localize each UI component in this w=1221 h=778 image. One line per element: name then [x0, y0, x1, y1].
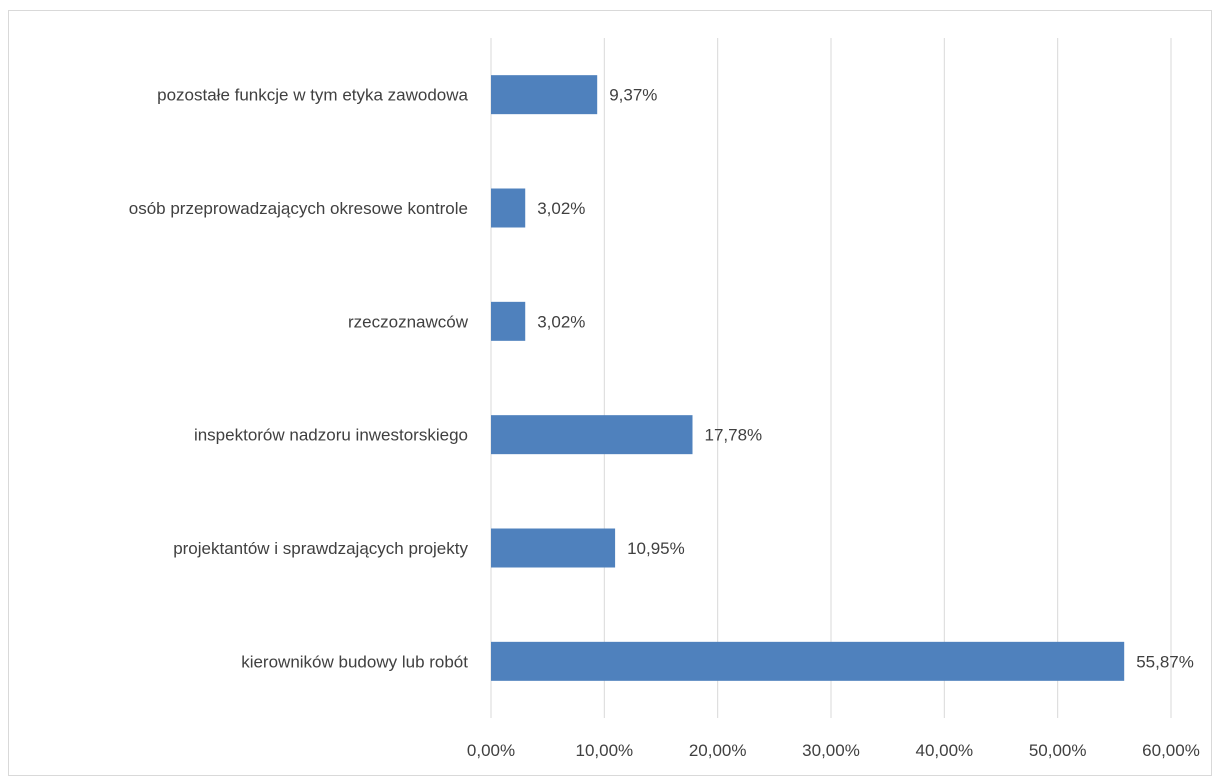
x-tick-label: 20,00%	[689, 741, 747, 760]
bars	[491, 75, 1125, 681]
data-label: 3,02%	[537, 312, 585, 331]
x-tick-label: 50,00%	[1029, 741, 1087, 760]
category-label: osób przeprowadzających okresowe kontrol…	[129, 199, 468, 218]
bar	[491, 188, 526, 228]
data-label: 10,95%	[627, 539, 685, 558]
data-label: 55,87%	[1136, 652, 1194, 671]
category-label: rzeczoznawców	[348, 312, 469, 331]
x-tick-label: 60,00%	[1142, 741, 1200, 760]
x-tick-label: 40,00%	[915, 741, 973, 760]
data-label: 3,02%	[537, 199, 585, 218]
category-label: pozostałe funkcje w tym etyka zawodowa	[157, 86, 468, 105]
x-tick-label: 10,00%	[575, 741, 633, 760]
gridlines	[490, 38, 1172, 718]
category-label: inspektorów nadzoru inwestorskiego	[194, 426, 468, 445]
data-label: 17,78%	[705, 426, 763, 445]
category-label: projektantów i sprawdzających projekty	[173, 539, 468, 558]
bar	[491, 75, 598, 115]
x-tick-label: 0,00%	[467, 741, 515, 760]
x-tick-label: 30,00%	[802, 741, 860, 760]
bar	[491, 415, 693, 455]
data-label: 9,37%	[609, 86, 657, 105]
bar	[491, 641, 1125, 681]
labels: 0,00% 10,00% 20,00% 30,00% 40,00% 50,00% 60,00…	[129, 86, 1200, 760]
bar	[491, 301, 526, 341]
category-label: kierowników budowy lub robót	[241, 652, 468, 671]
bar	[491, 528, 616, 568]
